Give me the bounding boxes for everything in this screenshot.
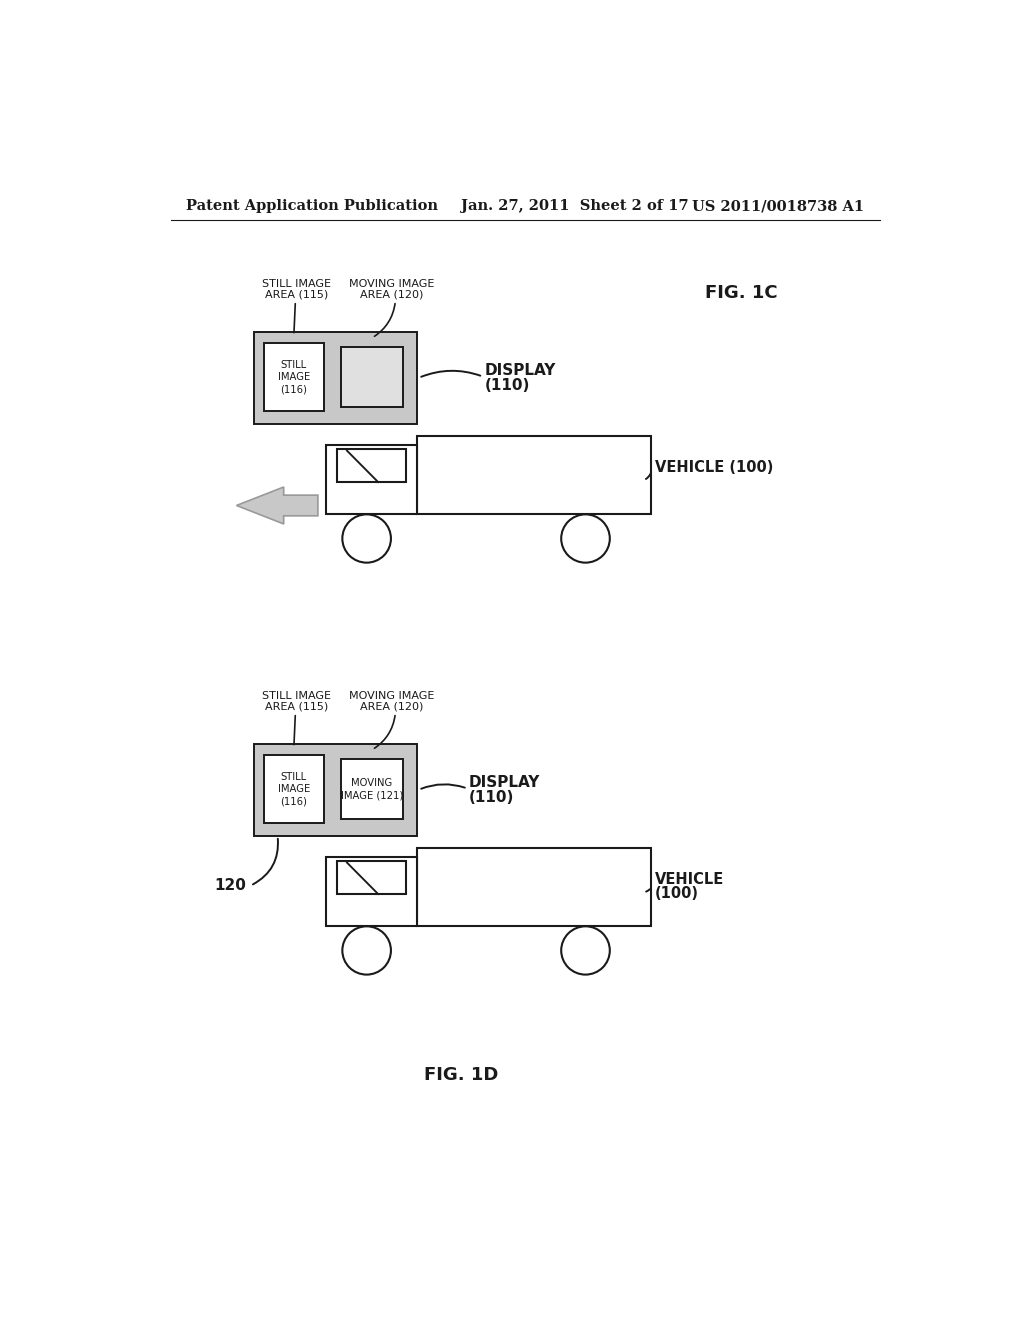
Bar xyxy=(263,755,324,822)
Text: VEHICLE (100): VEHICLE (100) xyxy=(655,459,773,475)
Text: STILL
IMAGE
(116): STILL IMAGE (116) xyxy=(278,772,310,807)
Text: (110): (110) xyxy=(484,379,529,393)
Text: AREA (120): AREA (120) xyxy=(359,289,423,300)
Text: (110): (110) xyxy=(469,791,514,805)
Text: DISPLAY: DISPLAY xyxy=(484,363,556,378)
Text: MOVING IMAGE: MOVING IMAGE xyxy=(349,280,434,289)
Text: AREA (115): AREA (115) xyxy=(265,701,329,711)
Text: VEHICLE: VEHICLE xyxy=(655,871,724,887)
Bar xyxy=(254,331,417,424)
Text: AREA (120): AREA (120) xyxy=(359,701,423,711)
Bar xyxy=(341,347,403,407)
Text: US 2011/0018738 A1: US 2011/0018738 A1 xyxy=(692,199,864,213)
Text: MOVING IMAGE: MOVING IMAGE xyxy=(349,692,434,701)
Bar xyxy=(337,861,406,894)
Text: DISPLAY: DISPLAY xyxy=(469,775,541,789)
Circle shape xyxy=(342,927,391,974)
Circle shape xyxy=(561,515,610,562)
Text: FIG. 1D: FIG. 1D xyxy=(424,1065,499,1084)
Text: AREA (115): AREA (115) xyxy=(265,289,329,300)
Circle shape xyxy=(342,515,391,562)
Text: Jan. 27, 2011  Sheet 2 of 17: Jan. 27, 2011 Sheet 2 of 17 xyxy=(461,199,689,213)
Bar xyxy=(254,743,417,836)
Circle shape xyxy=(561,927,610,974)
Bar xyxy=(417,436,651,515)
Bar xyxy=(337,449,406,482)
Text: MOVING
IMAGE (121): MOVING IMAGE (121) xyxy=(341,777,403,800)
Bar xyxy=(341,759,403,818)
Text: 120: 120 xyxy=(215,878,247,894)
Polygon shape xyxy=(237,487,317,524)
Text: STILL IMAGE: STILL IMAGE xyxy=(262,692,332,701)
Bar xyxy=(326,445,417,515)
Text: STILL
IMAGE
(116): STILL IMAGE (116) xyxy=(278,359,310,395)
Bar xyxy=(417,847,651,927)
Text: Patent Application Publication: Patent Application Publication xyxy=(186,199,438,213)
Text: STILL IMAGE: STILL IMAGE xyxy=(262,280,332,289)
Text: (100): (100) xyxy=(655,886,699,900)
Bar xyxy=(263,343,324,411)
Bar xyxy=(326,857,417,927)
Text: FIG. 1C: FIG. 1C xyxy=(706,284,778,302)
